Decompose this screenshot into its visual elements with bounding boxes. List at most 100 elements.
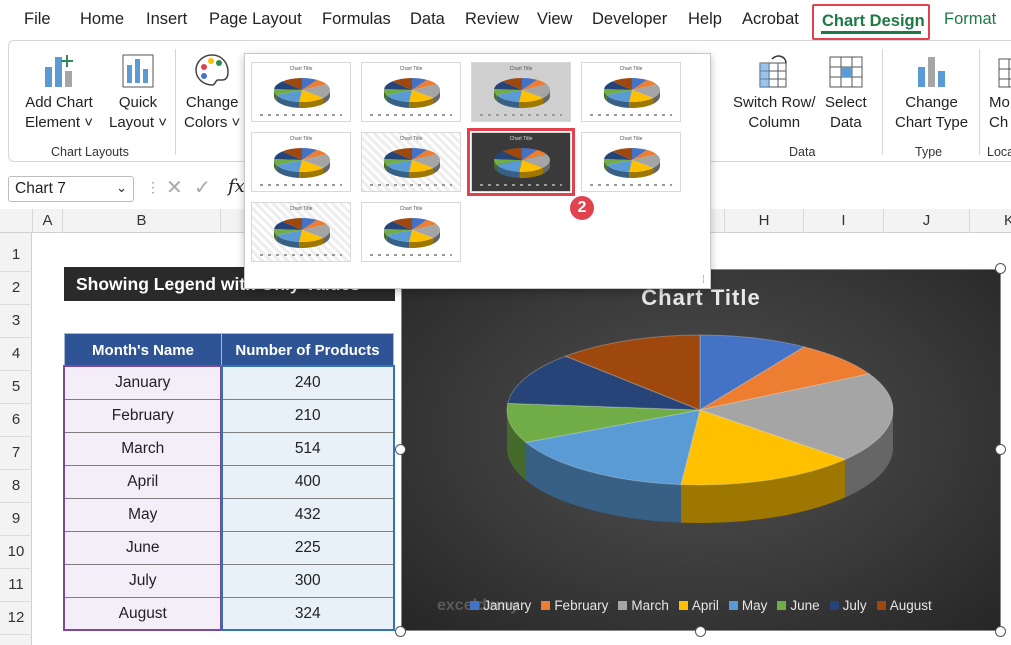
chart-legend[interactable]: January February March April May June July Augu… — [402, 598, 1000, 613]
tab-help[interactable]: Help — [688, 10, 722, 28]
tab-view[interactable]: View — [537, 10, 573, 28]
column-header[interactable]: I — [804, 209, 884, 233]
legend-entry-may[interactable]: May — [728, 598, 767, 613]
pie-slice-side[interactable] — [507, 410, 526, 481]
legend-entry-february[interactable]: February — [541, 598, 608, 613]
row-header[interactable]: 4 — [0, 338, 32, 371]
resize-handle[interactable] — [995, 444, 1006, 455]
products-cell[interactable]: 240 — [221, 366, 394, 400]
resize-handle[interactable] — [995, 626, 1006, 637]
chart-style-thumbnail[interactable]: Chart Title — [581, 62, 681, 122]
column-header[interactable]: A — [33, 209, 63, 233]
tab-review[interactable]: Review — [465, 10, 520, 28]
fx-icon[interactable]: fx — [228, 176, 245, 197]
legend-entry-june[interactable]: June — [777, 598, 820, 613]
chart-style-thumbnail[interactable]: Chart Title — [361, 132, 461, 192]
pie-slice-april[interactable] — [680, 409, 847, 486]
products-cell[interactable]: 225 — [221, 531, 394, 565]
month-cell[interactable]: March — [64, 432, 222, 466]
pie-slice-side[interactable] — [681, 459, 846, 523]
tab-format[interactable]: Format — [944, 10, 997, 28]
tab-chart-design[interactable]: Chart Design — [812, 4, 930, 40]
chart-style-thumbnail[interactable]: Chart Title — [361, 202, 461, 262]
products-cell[interactable]: 324 — [221, 597, 394, 631]
switch-row-column-button[interactable]: Switch Row/ Column — [733, 51, 816, 133]
products-cell[interactable]: 300 — [221, 564, 394, 598]
chart-style-thumbnail[interactable]: Chart Title — [471, 62, 571, 122]
row-header[interactable]: 8 — [0, 470, 32, 503]
month-cell[interactable]: April — [64, 465, 222, 499]
column-header[interactable]: H — [725, 209, 804, 233]
row-header[interactable]: 7 — [0, 437, 32, 470]
pie-slice-march[interactable] — [698, 373, 894, 460]
resize-handle[interactable] — [995, 263, 1006, 274]
month-cell[interactable]: June — [64, 531, 222, 565]
chart-style-thumbnail[interactable]: Chart Title — [251, 132, 351, 192]
month-cell[interactable]: May — [64, 498, 222, 532]
products-cell[interactable]: 210 — [221, 399, 394, 433]
pie-slice-june[interactable] — [506, 402, 701, 443]
row-header[interactable]: 3 — [0, 305, 32, 338]
row-header[interactable]: 9 — [0, 503, 32, 536]
tab-data[interactable]: Data — [410, 10, 445, 28]
chart-style-thumbnail[interactable]: Chart Title — [361, 62, 461, 122]
row-header[interactable]: 11 — [0, 569, 32, 602]
tab-home[interactable]: Home — [80, 10, 125, 28]
row-header[interactable]: 12 — [0, 602, 32, 635]
name-box[interactable]: Chart 7 ⌄ — [8, 176, 134, 202]
products-cell[interactable]: 400 — [221, 465, 394, 499]
pie-slice-february[interactable] — [699, 346, 871, 411]
tab-file[interactable]: File — [24, 10, 51, 28]
resize-handle[interactable] — [395, 444, 406, 455]
gallery-resize-grip-icon[interactable]: ⁞ — [701, 274, 705, 286]
legend-entry-august[interactable]: August — [876, 598, 932, 613]
pie-slice-side[interactable] — [845, 410, 893, 498]
resize-handle[interactable] — [695, 626, 706, 637]
cancel-icon[interactable]: ✕ — [166, 177, 183, 199]
products-cell[interactable]: 514 — [221, 432, 394, 466]
tab-formulas[interactable]: Formulas — [322, 10, 391, 28]
tab-page-layout[interactable]: Page Layout — [209, 10, 302, 28]
chart-style-thumbnail[interactable]: Chart Title — [251, 202, 351, 262]
tab-insert[interactable]: Insert — [146, 10, 188, 28]
products-cell[interactable]: 432 — [221, 498, 394, 532]
legend-entry-april[interactable]: April — [678, 598, 719, 613]
legend-entry-march[interactable]: March — [618, 598, 669, 613]
add-chart-element-button[interactable]: Add Chart Element ˅ — [25, 51, 93, 133]
quick-layout-button[interactable]: Quick Layout ˅ — [109, 51, 167, 133]
column-header[interactable]: K — [970, 209, 1011, 233]
select-all-corner[interactable] — [0, 209, 33, 233]
tab-acrobat[interactable]: Acrobat — [742, 10, 799, 28]
month-cell[interactable]: August — [64, 597, 222, 631]
column-header[interactable]: B — [63, 209, 221, 233]
row-header[interactable]: 2 — [0, 272, 32, 305]
column-header[interactable]: J — [884, 209, 970, 233]
row-header[interactable]: 5 — [0, 371, 32, 404]
pie-slice-august[interactable] — [564, 334, 701, 411]
row-header[interactable]: 6 — [0, 404, 32, 437]
check-icon[interactable]: ✓ — [194, 177, 211, 199]
month-cell[interactable]: July — [64, 564, 222, 598]
chart-title[interactable]: Chart Title — [641, 285, 761, 310]
pie-slice-side[interactable] — [525, 442, 682, 523]
table-header[interactable]: Month's Name — [64, 333, 222, 367]
pie-slice-january[interactable] — [699, 334, 806, 411]
chart-style-thumbnail[interactable]: Chart Title — [581, 132, 681, 192]
pie-plot-area[interactable] — [402, 270, 1002, 632]
resize-handle[interactable] — [395, 626, 406, 637]
month-cell[interactable]: February — [64, 399, 222, 433]
row-header[interactable]: 10 — [0, 536, 32, 569]
legend-entry-january[interactable]: January — [470, 598, 531, 613]
table-header[interactable]: Number of Products — [221, 333, 394, 367]
row-header[interactable]: 1 — [0, 239, 32, 272]
select-data-button[interactable]: Select Data — [825, 51, 867, 133]
month-cell[interactable]: January — [64, 366, 222, 400]
pie-slice-july[interactable] — [507, 355, 701, 411]
pie-chart[interactable]: Chart Title exceldemy JanuaryFebruaryMar… — [401, 269, 1001, 631]
chart-style-thumbnail[interactable]: Chart Title — [251, 62, 351, 122]
tab-developer[interactable]: Developer — [592, 10, 668, 28]
change-colors-button[interactable]: Change Colors ˅ — [184, 51, 240, 133]
change-chart-type-button[interactable]: Change Chart Type — [895, 51, 968, 133]
legend-entry-july[interactable]: July — [829, 598, 867, 613]
chart-style-thumbnail[interactable]: Chart Title — [467, 128, 575, 196]
